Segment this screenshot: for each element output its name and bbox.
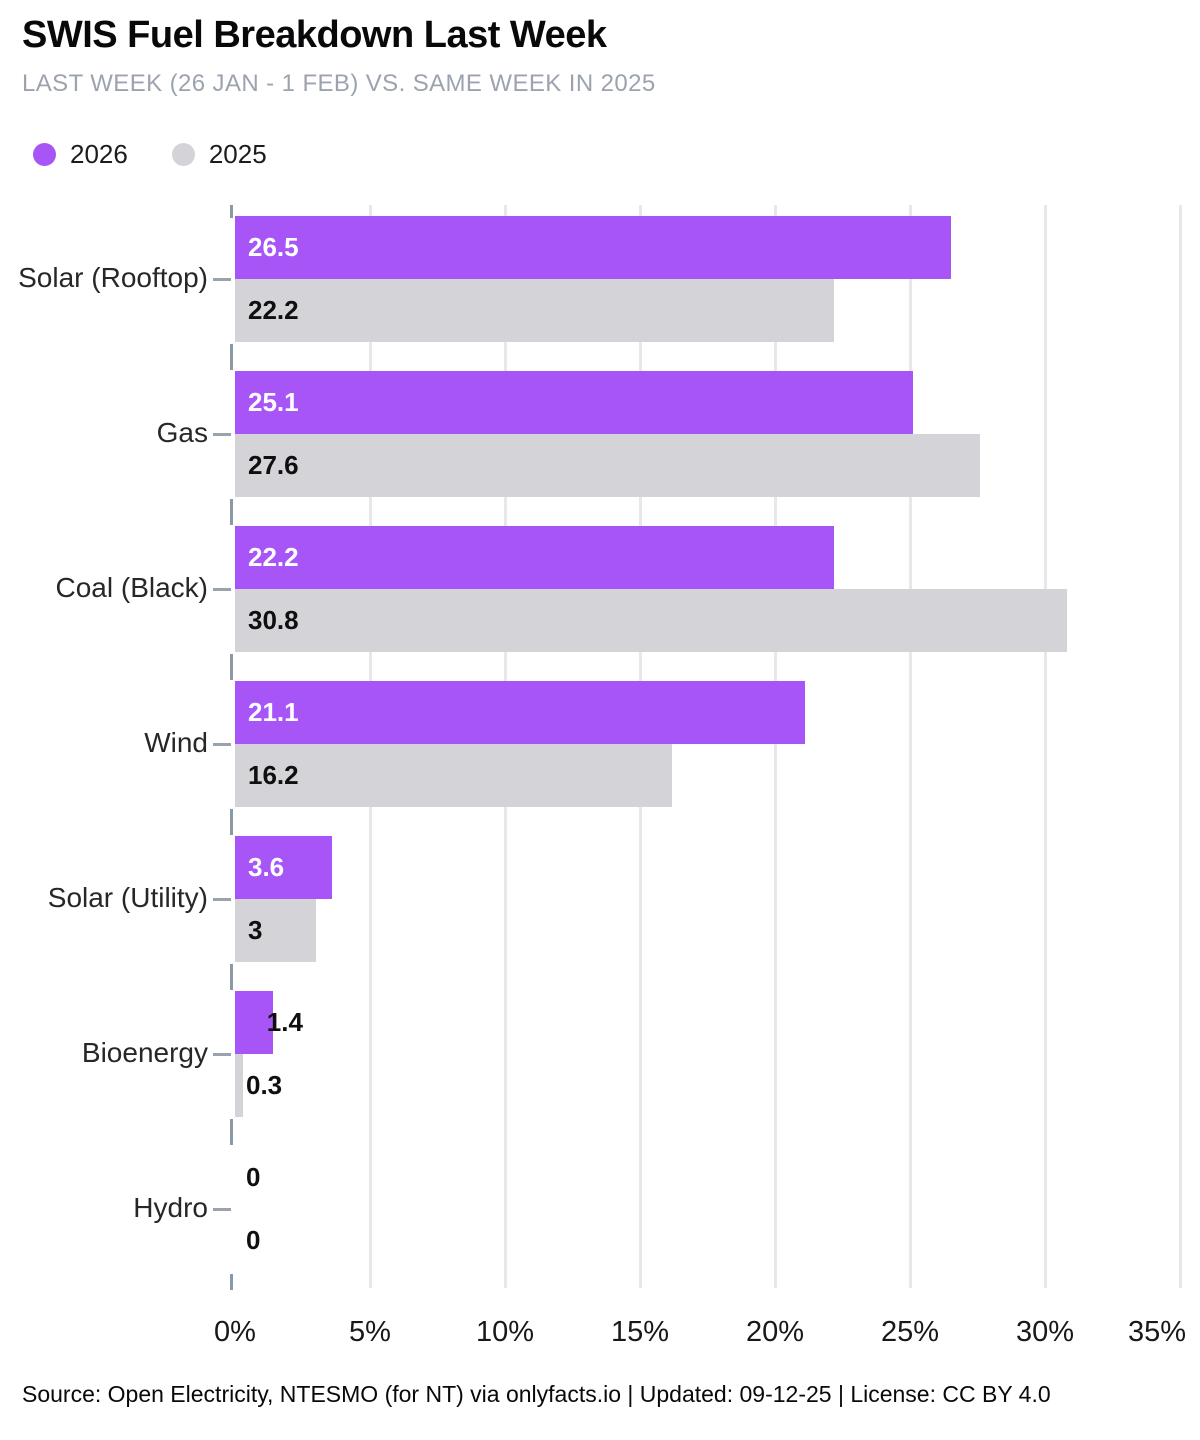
legend-dot-2025-icon bbox=[171, 143, 195, 166]
axis-boundary-tick bbox=[230, 344, 233, 370]
bar-value-2026-solar-rooftop: 26.5 bbox=[248, 232, 299, 262]
axis-boundary-tick bbox=[230, 499, 233, 525]
axis-boundary-tick bbox=[230, 964, 233, 990]
bar-value-2026-hydro: 0 bbox=[246, 1162, 261, 1192]
bar-2025-coal-black bbox=[235, 589, 1067, 652]
category-label-coal-black: Coal (Black) bbox=[55, 572, 208, 603]
bar-value-2025-hydro: 0 bbox=[246, 1225, 261, 1255]
bar-2026-solar-rooftop bbox=[235, 216, 951, 279]
axis-boundary-tick bbox=[230, 1274, 233, 1290]
x-axis-tick-label: 25% bbox=[880, 1316, 940, 1348]
bar-value-2026-wind: 21.1 bbox=[248, 697, 299, 727]
gridline bbox=[773, 205, 777, 1288]
category-label-hydro: Hydro bbox=[133, 1192, 208, 1223]
y-axis-tick-solar-utility bbox=[213, 897, 231, 901]
bar-value-2026-solar-utility: 3.6 bbox=[248, 852, 285, 882]
category-label-solar-utility: Solar (Utility) bbox=[47, 882, 208, 913]
x-axis-tick-label: 20% bbox=[745, 1316, 805, 1348]
x-axis-tick-label: 10% bbox=[475, 1316, 535, 1348]
axis-boundary-tick bbox=[230, 809, 233, 835]
x-axis-tick-label: 30% bbox=[1015, 1316, 1075, 1348]
category-label-bioenergy: Bioenergy bbox=[81, 1037, 208, 1068]
bar-value-2025-solar-rooftop: 22.2 bbox=[248, 295, 299, 325]
gridline bbox=[908, 205, 912, 1288]
bar-value-2026-gas: 25.1 bbox=[248, 387, 299, 417]
y-axis-tick-bioenergy bbox=[213, 1052, 231, 1056]
bar-2025-wind bbox=[235, 744, 673, 807]
x-axis-tick-label: 35% bbox=[1127, 1316, 1186, 1348]
y-axis-tick-wind bbox=[213, 742, 231, 746]
category-label-solar-rooftop: Solar (Rooftop) bbox=[18, 262, 208, 293]
legend-item-2025: 2025 bbox=[171, 139, 267, 170]
x-axis-tick-label: 15% bbox=[610, 1316, 670, 1348]
x-axis-tick-label: 5% bbox=[349, 1316, 391, 1348]
bar-2025-gas bbox=[235, 434, 981, 497]
chart-subtitle: LAST WEEK (26 JAN - 1 FEB) VS. SAME WEEK… bbox=[22, 70, 656, 97]
legend-label-2026: 2026 bbox=[70, 139, 128, 169]
bar-2026-bioenergy bbox=[235, 991, 273, 1054]
chart-title: SWIS Fuel Breakdown Last Week bbox=[22, 14, 607, 56]
axis-boundary-tick bbox=[230, 654, 233, 680]
bar-2025-bioenergy bbox=[235, 1054, 244, 1117]
bar-2026-coal-black bbox=[235, 526, 835, 589]
bar-2026-solar-utility bbox=[235, 836, 333, 899]
bar-value-2025-gas: 27.6 bbox=[248, 450, 299, 480]
y-axis-tick-gas bbox=[213, 432, 231, 436]
y-axis-tick-solar-rooftop bbox=[213, 277, 231, 281]
x-axis-tick-label: 0% bbox=[214, 1316, 256, 1348]
bar-2026-gas bbox=[235, 371, 913, 434]
bar-2026-wind bbox=[235, 681, 805, 744]
legend-item-2026: 2026 bbox=[33, 139, 128, 170]
gridline bbox=[1043, 205, 1047, 1288]
category-label-wind: Wind bbox=[144, 727, 208, 758]
legend-dot-2026-icon bbox=[33, 143, 56, 166]
bar-value-2026-coal-black: 22.2 bbox=[248, 542, 299, 572]
bar-value-2025-bioenergy: 0.3 bbox=[246, 1070, 283, 1100]
legend: 2026 2025 bbox=[33, 139, 267, 170]
axis-boundary-tick bbox=[230, 1119, 233, 1145]
y-axis-tick-coal-black bbox=[213, 587, 231, 591]
legend-label-2025: 2025 bbox=[208, 139, 267, 169]
y-axis-tick-hydro bbox=[213, 1207, 231, 1211]
bar-value-2026-bioenergy: 1.4 bbox=[266, 1007, 303, 1037]
bar-value-2025-solar-utility: 3 bbox=[248, 915, 263, 945]
bar-2025-solar-rooftop bbox=[235, 279, 835, 342]
bar-2025-solar-utility bbox=[235, 899, 316, 962]
gridline bbox=[1178, 205, 1182, 1288]
axis-boundary-tick bbox=[230, 205, 233, 218]
source-attribution: Source: Open Electricity, NTESMO (for NT… bbox=[22, 1381, 1051, 1407]
bar-value-2025-coal-black: 30.8 bbox=[248, 605, 299, 635]
category-label-gas: Gas bbox=[156, 417, 208, 448]
bar-value-2025-wind: 16.2 bbox=[248, 760, 299, 790]
